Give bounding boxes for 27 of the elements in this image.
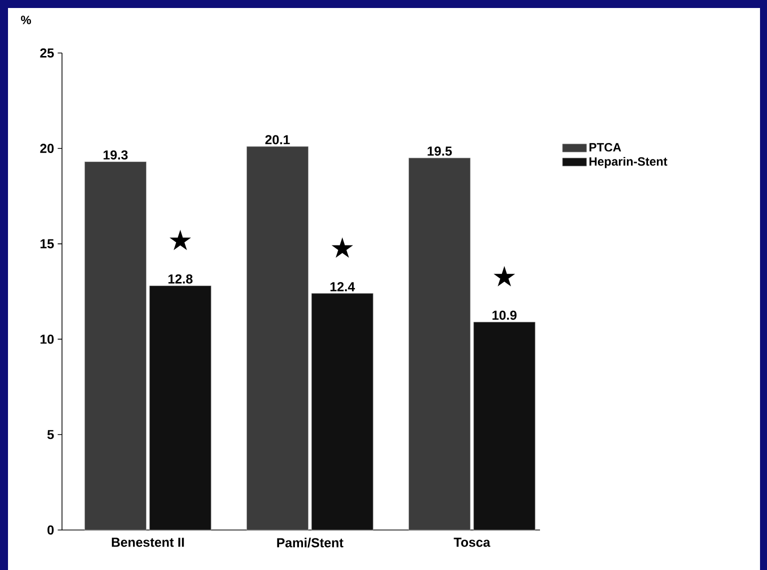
y-tick-label: 20 <box>40 144 54 153</box>
bar <box>311 293 374 530</box>
x-tick-label: Tosca <box>454 538 490 547</box>
bar <box>84 162 146 530</box>
data-label: 19.5 <box>428 146 452 156</box>
x-tick-label: Pami/Stent <box>277 538 344 548</box>
data-label: 20.1 <box>265 135 290 144</box>
legend-label: PTCA <box>590 143 622 152</box>
data-label: 12.8 <box>168 274 193 284</box>
data-label: 10.9 <box>492 310 517 320</box>
y-tick-label: 25 <box>40 48 54 58</box>
bar <box>246 146 308 530</box>
bar <box>408 158 471 530</box>
data-label: 12.4 <box>330 282 355 292</box>
bar <box>473 322 536 530</box>
data-label: 19.3 <box>104 150 128 160</box>
y-tick-label: 5 <box>47 430 54 440</box>
y-tick-label: 15 <box>40 239 54 248</box>
annotation: ★ <box>170 230 192 250</box>
bar <box>149 286 212 530</box>
y-tick-label: 0 <box>47 525 54 535</box>
annotation: ★ <box>332 237 354 258</box>
y-axis-title: % <box>20 16 32 24</box>
annotation: ★ <box>494 266 516 286</box>
y-tick-label: 10 <box>40 334 54 344</box>
x-tick-label: Benestent II <box>112 538 184 547</box>
legend-label: Heparin-Stent <box>590 156 668 168</box>
